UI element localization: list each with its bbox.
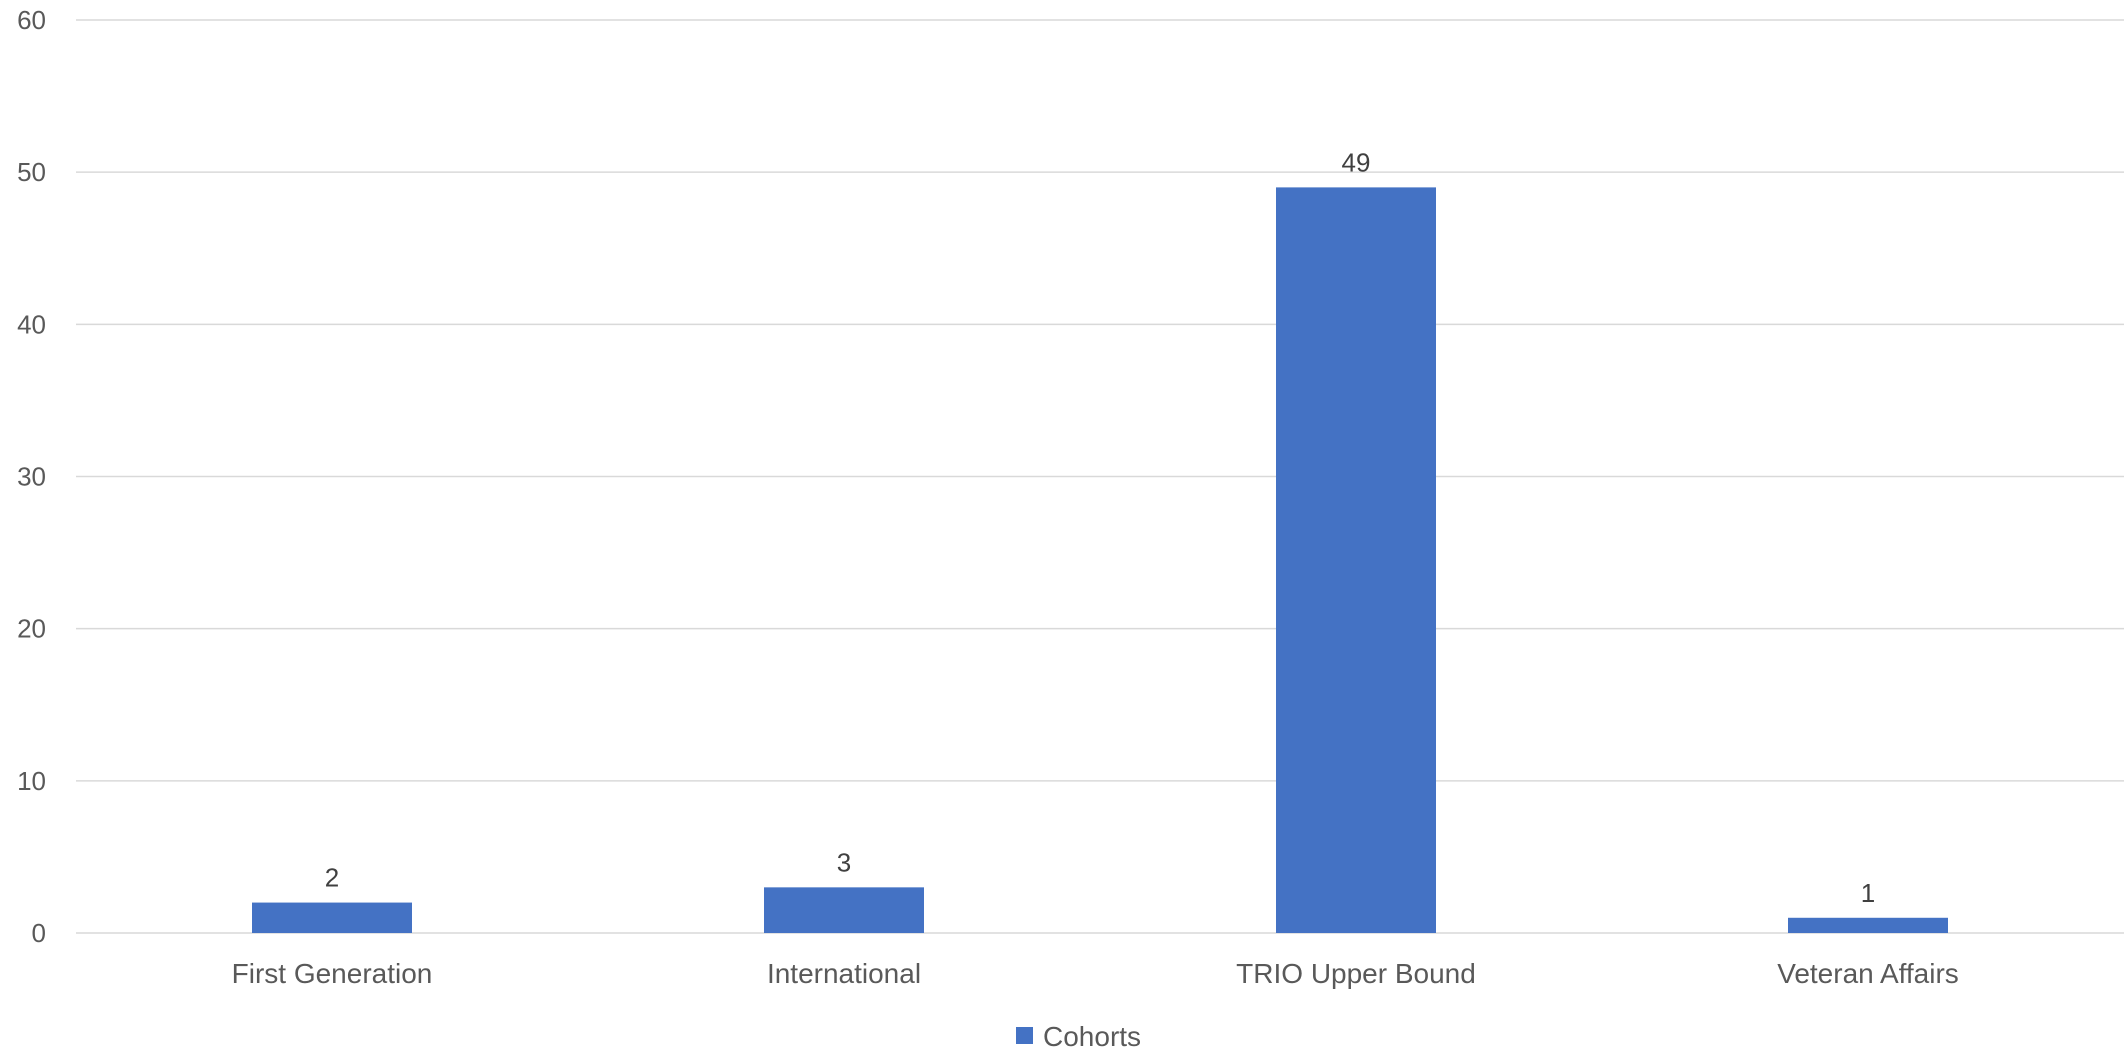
y-axis-tick-labels: 0 10 20 30 40 50 60 xyxy=(17,5,46,948)
bar-veteran-affairs xyxy=(1788,917,1948,933)
y-tick-label: 50 xyxy=(17,157,46,187)
bar-international xyxy=(764,887,924,933)
bar-first-generation xyxy=(252,902,412,933)
y-tick-label: 20 xyxy=(17,614,46,644)
y-tick-label: 60 xyxy=(17,5,46,35)
y-tick-label: 40 xyxy=(17,309,46,339)
gridlines xyxy=(76,19,2124,934)
x-axis-tick-labels: First Generation International TRIO Upper … xyxy=(232,958,1959,989)
y-tick-label: 30 xyxy=(17,462,46,492)
x-tick-label: International xyxy=(767,958,921,989)
data-labels: 2 3 49 1 xyxy=(325,147,1875,907)
legend-swatch-cohorts xyxy=(1016,1027,1033,1044)
x-tick-label: First Generation xyxy=(232,958,433,989)
data-label: 1 xyxy=(1861,878,1875,908)
x-tick-label: TRIO Upper Bound xyxy=(1236,958,1476,989)
bars xyxy=(252,187,1948,934)
y-tick-label: 0 xyxy=(32,918,46,948)
legend-label-cohorts: Cohorts xyxy=(1043,1021,1141,1050)
data-label: 2 xyxy=(325,863,339,893)
data-label: 49 xyxy=(1342,147,1371,177)
data-label: 3 xyxy=(837,847,851,877)
x-tick-label: Veteran Affairs xyxy=(1777,958,1959,989)
legend: Cohorts xyxy=(1016,1021,1141,1052)
bar-trio-upper-bound xyxy=(1276,187,1436,934)
y-tick-label: 10 xyxy=(17,766,46,796)
